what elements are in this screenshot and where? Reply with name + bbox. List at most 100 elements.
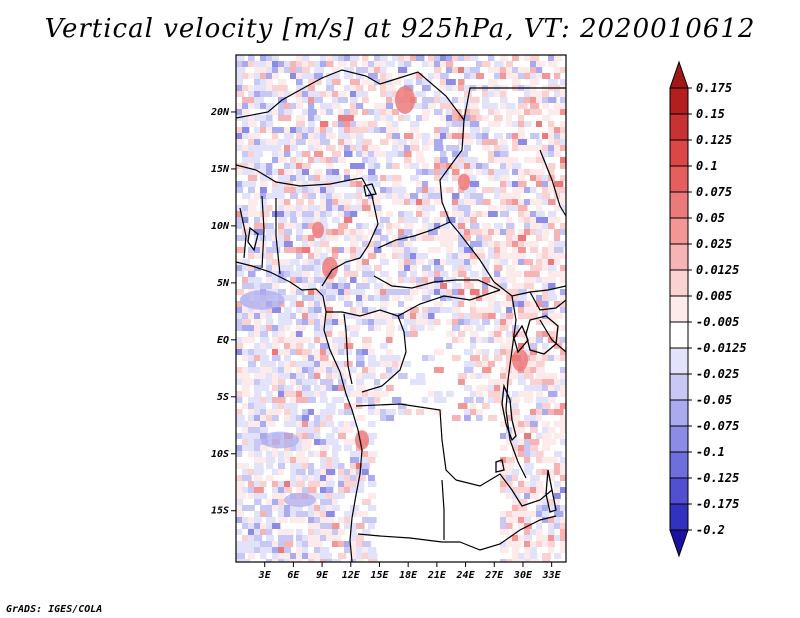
field-cell	[524, 355, 533, 361]
field-cell	[368, 553, 378, 559]
field-cell	[242, 307, 249, 313]
field-cell	[308, 283, 317, 289]
field-cell	[350, 289, 359, 295]
field-cell	[440, 151, 447, 157]
field-cell	[260, 541, 269, 547]
field-cell	[422, 223, 431, 229]
field-cell	[506, 373, 515, 379]
field-cell	[296, 433, 305, 439]
field-cell	[338, 469, 348, 475]
field-cell	[530, 175, 540, 181]
field-cell	[542, 307, 552, 313]
field-cell	[338, 55, 345, 61]
field-cell	[278, 151, 288, 157]
field-cell	[548, 97, 557, 103]
field-cell	[272, 139, 279, 145]
field-cell	[236, 265, 246, 271]
field-cell	[422, 133, 431, 139]
field-cell	[500, 193, 507, 199]
field-cell	[530, 349, 538, 355]
field-cell	[236, 289, 244, 295]
field-cell	[338, 481, 348, 487]
field-cell	[278, 271, 288, 277]
field-cell	[452, 337, 461, 343]
field-cell	[314, 79, 322, 85]
field-cell	[260, 205, 270, 211]
field-cell	[290, 139, 298, 145]
field-cell	[326, 439, 336, 445]
field-cell	[296, 511, 305, 517]
field-cell	[464, 319, 472, 325]
field-cell	[452, 355, 461, 361]
field-cell	[278, 367, 287, 373]
field-cell	[434, 199, 444, 205]
field-cell	[338, 121, 345, 127]
field-cell	[302, 445, 311, 451]
field-cell	[560, 127, 566, 133]
field-cell	[554, 247, 564, 253]
field-cell	[482, 361, 491, 367]
field-cell	[326, 529, 334, 535]
field-cell	[410, 247, 418, 253]
field-cell	[326, 283, 335, 289]
field-cell	[320, 361, 328, 367]
lon-tick-label: 30E	[513, 570, 533, 581]
field-cell	[434, 367, 444, 373]
field-cell	[302, 319, 309, 325]
field-cell	[506, 229, 515, 235]
field-cell	[542, 73, 551, 79]
field-cell	[296, 61, 304, 67]
field-cell	[290, 313, 297, 319]
field-cell	[368, 475, 375, 481]
field-cell	[254, 319, 262, 325]
field-cell	[530, 421, 538, 427]
field-cell	[254, 391, 262, 397]
field-cell	[536, 199, 546, 205]
field-cell	[374, 397, 381, 403]
field-cell	[266, 55, 273, 61]
colorbar-swatch	[669, 191, 689, 219]
field-cell	[260, 67, 268, 73]
field-cell	[458, 253, 466, 259]
colorbar-swatch	[669, 165, 689, 193]
field-cell	[392, 295, 401, 301]
field-cell	[308, 475, 315, 481]
field-cell	[500, 247, 507, 253]
field-cell	[248, 421, 258, 427]
field-cell	[554, 133, 563, 139]
field-cell	[302, 385, 311, 391]
field-cell	[380, 289, 387, 295]
field-cell	[518, 235, 527, 241]
field-cell	[524, 487, 531, 493]
field-cell	[326, 433, 335, 439]
field-cell	[272, 307, 282, 313]
field-cell	[542, 289, 550, 295]
field-cell	[338, 421, 346, 427]
field-cell	[260, 481, 267, 487]
field-coldspot	[260, 431, 300, 449]
field-cell	[242, 157, 249, 163]
field-cell	[278, 493, 287, 499]
field-cell	[362, 79, 369, 85]
field-cell	[494, 397, 502, 403]
lon-tick-label: 21E	[427, 570, 447, 581]
colorbar-label: 0.1	[696, 159, 718, 173]
field-cell	[350, 535, 359, 541]
field-cell	[530, 409, 537, 415]
field-cell	[314, 157, 321, 163]
field-cell	[296, 235, 305, 241]
field-cell	[236, 445, 245, 451]
field-cell	[254, 457, 261, 463]
field-cell	[476, 409, 483, 415]
field-cell	[512, 73, 520, 79]
field-cell	[530, 157, 539, 163]
field-cell	[296, 163, 303, 169]
field-cell	[428, 103, 436, 109]
field-cell	[266, 529, 273, 535]
field-cell	[260, 529, 267, 535]
field-cell	[236, 73, 244, 79]
field-cell	[284, 175, 293, 181]
field-cell	[512, 475, 519, 481]
field-cell	[326, 127, 333, 133]
field-cell	[560, 121, 566, 127]
